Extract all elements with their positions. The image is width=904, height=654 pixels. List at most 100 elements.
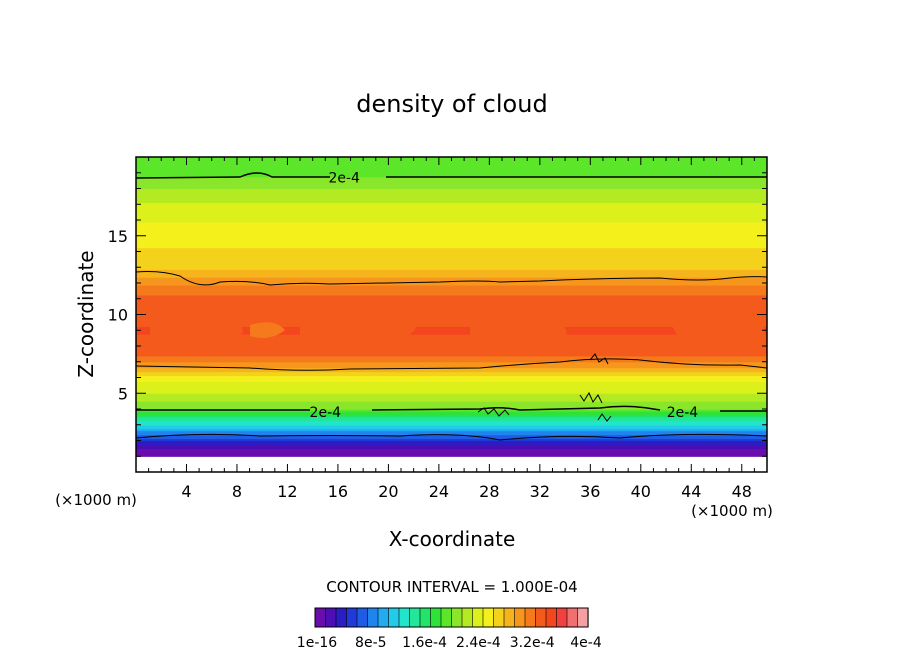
colorbar [314,607,589,628]
density-band [136,243,767,247]
x-tick-label: 48 [732,482,752,501]
density-band [136,346,767,349]
density-band [136,259,767,262]
colorbar-swatch [398,607,411,628]
density-band [136,218,767,221]
colorbar-swatch [577,607,589,628]
x-tick-label: 8 [232,482,242,501]
density-band [136,389,767,392]
plot-area [136,157,767,472]
x-tick-label: 20 [378,482,398,501]
density-bands [136,157,767,457]
colorbar-swatch [472,607,484,628]
density-band [136,204,767,207]
colorbar-tick-label: 1e-16 [297,635,337,651]
density-band [136,223,767,227]
density-band [136,446,767,449]
density-band [136,168,767,172]
density-band [136,164,767,168]
density-band [136,302,767,306]
colorbar-tick-label: 1.6e-4 [402,635,447,651]
colorbar-tick-label: 8e-5 [355,635,386,651]
density-band [136,186,767,190]
density-band [136,336,767,339]
density-band [136,371,767,375]
density-band [136,170,767,174]
density-band [136,320,767,323]
density-band [136,212,767,215]
density-band [136,442,767,446]
density-band [136,275,767,278]
density-band [136,249,767,253]
density-band [136,231,767,235]
density-band [136,349,767,353]
x-tick-label: 32 [530,482,550,501]
density-band [136,304,767,308]
colorbar-swatch [367,607,379,628]
density-band [136,255,767,259]
density-band [136,407,767,410]
chart-title: density of cloud [356,90,547,118]
density-band [136,261,767,264]
density-band [136,375,767,379]
density-band [136,424,767,428]
density-band [136,355,767,359]
colorbar-swatch [451,607,463,628]
density-band [136,263,767,266]
density-band [136,200,767,203]
density-band [136,395,767,398]
density-band [136,332,767,335]
density-band [136,206,767,209]
density-band [136,277,767,280]
density-band [136,198,767,201]
density-band [136,174,767,178]
colorbar-swatch [461,607,474,628]
colorbar-swatch [556,607,568,628]
density-band [136,310,767,314]
density-band [136,314,767,318]
colorbar-swatch [356,607,369,628]
x-axis-ticks: 4 8 12 16 20 24 28 32 36 40 44 48 [148,157,755,501]
density-band [136,284,767,288]
x-tick-label: 4 [181,482,191,501]
density-band [136,365,767,369]
colorbar-swatch [335,607,348,628]
x-axis-label: X-coordinate [389,527,516,551]
density-band [136,160,767,164]
colorbar-swatch [325,607,337,628]
density-band [136,269,767,272]
x-tick-label: 44 [681,482,701,501]
contour-line-upper [136,172,767,179]
contour-lines [136,172,767,441]
density-band [136,385,767,388]
density-band [136,194,767,197]
contour-interval-text: CONTOUR INTERVAL = 1.000E-04 [326,578,577,596]
density-band [136,188,767,192]
colorbar-swatch [566,607,579,628]
density-band [136,210,767,213]
density-band [136,294,767,298]
density-band [136,344,767,347]
x-tick-label: 16 [328,482,348,501]
x-tick-label: 12 [277,482,297,501]
density-band [136,397,767,400]
density-band [136,288,767,292]
density-band [136,322,767,325]
density-band [136,373,767,377]
density-band [136,192,767,196]
density-band [136,405,767,408]
density-band [136,273,767,276]
density-band [136,334,767,337]
density-band [136,257,767,260]
colorbar-swatch [545,607,558,628]
density-band [136,247,767,251]
density-band [136,387,767,390]
density-band [136,221,767,225]
density-band [136,253,767,257]
density-band [136,233,767,237]
colorbar-tick-labels: 1e-16 8e-5 1.6e-4 2.4e-4 3.2e-4 4e-4 [297,635,602,651]
density-band [136,444,767,448]
density-band [136,225,767,229]
core-blob [250,322,285,338]
